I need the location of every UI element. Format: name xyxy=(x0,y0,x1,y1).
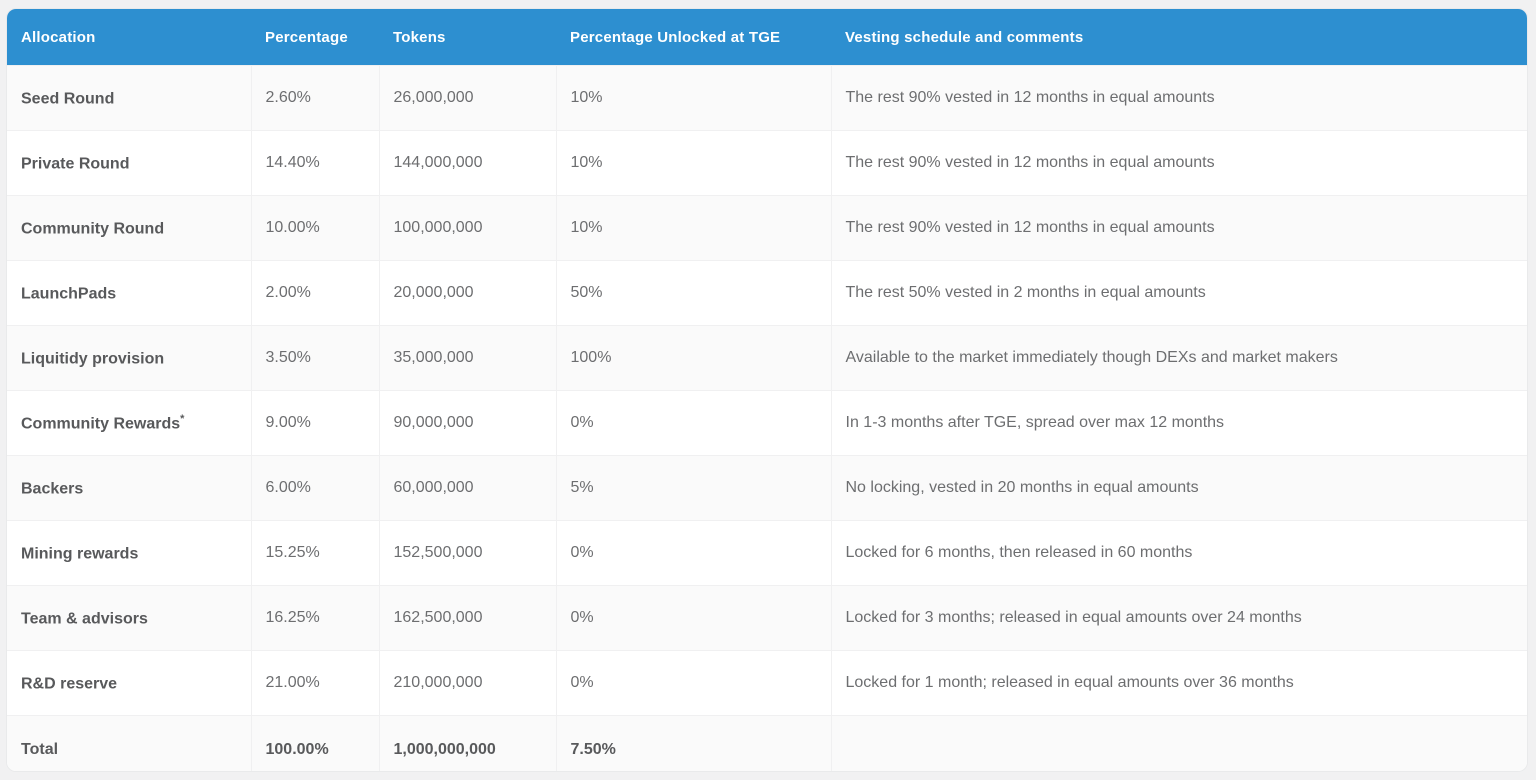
column-header-percentage: Percentage xyxy=(251,9,379,66)
cell-percentage: 14.40% xyxy=(251,131,379,196)
cell-unlocked-tge: 0% xyxy=(556,586,831,651)
cell-comment: Locked for 1 month; released in equal am… xyxy=(831,651,1527,716)
cell-unlocked-tge: 0% xyxy=(556,651,831,716)
cell-percentage: 15.25% xyxy=(251,521,379,586)
cell-tokens: 60,000,000 xyxy=(379,456,556,521)
cell-comment: The rest 90% vested in 12 months in equa… xyxy=(831,131,1527,196)
column-header-allocation: Allocation xyxy=(7,9,251,66)
cell-tokens: 26,000,000 xyxy=(379,66,556,131)
cell-allocation: Private Round xyxy=(7,131,251,196)
table-row: Mining rewards 15.25% 152,500,000 0% Loc… xyxy=(7,521,1527,586)
table-body: Seed Round 2.60% 26,000,000 10% The rest… xyxy=(7,66,1527,716)
cell-unlocked-tge: 100% xyxy=(556,326,831,391)
cell-percentage: 3.50% xyxy=(251,326,379,391)
table-row: LaunchPads 2.00% 20,000,000 50% The rest… xyxy=(7,261,1527,326)
table-row: Liquitidy provision 3.50% 35,000,000 100… xyxy=(7,326,1527,391)
table-row: R&D reserve 21.00% 210,000,000 0% Locked… xyxy=(7,651,1527,716)
cell-percentage: 16.25% xyxy=(251,586,379,651)
table-row: Seed Round 2.60% 26,000,000 10% The rest… xyxy=(7,66,1527,131)
cell-allocation: Team & advisors xyxy=(7,586,251,651)
cell-tokens: 100,000,000 xyxy=(379,196,556,261)
total-label: Total xyxy=(7,716,251,773)
total-tokens: 1,000,000,000 xyxy=(379,716,556,773)
total-row: Total 100.00% 1,000,000,000 7.50% xyxy=(7,716,1527,773)
tokenomics-table: Allocation Percentage Tokens Percentage … xyxy=(7,9,1527,772)
cell-tokens: 20,000,000 xyxy=(379,261,556,326)
cell-percentage: 2.60% xyxy=(251,66,379,131)
table-row: Private Round 14.40% 144,000,000 10% The… xyxy=(7,131,1527,196)
cell-comment: No locking, vested in 20 months in equal… xyxy=(831,456,1527,521)
table-header: Allocation Percentage Tokens Percentage … xyxy=(7,9,1527,66)
cell-allocation: LaunchPads xyxy=(7,261,251,326)
cell-percentage: 9.00% xyxy=(251,391,379,456)
cell-comment: The rest 90% vested in 12 months in equa… xyxy=(831,66,1527,131)
total-unlocked-tge: 7.50% xyxy=(556,716,831,773)
cell-comment: Locked for 6 months, then released in 60… xyxy=(831,521,1527,586)
cell-percentage: 21.00% xyxy=(251,651,379,716)
cell-percentage: 6.00% xyxy=(251,456,379,521)
table-row: Community Rewards* 9.00% 90,000,000 0% I… xyxy=(7,391,1527,456)
header-row: Allocation Percentage Tokens Percentage … xyxy=(7,9,1527,66)
cell-allocation: R&D reserve xyxy=(7,651,251,716)
cell-tokens: 152,500,000 xyxy=(379,521,556,586)
column-header-unlocked-tge: Percentage Unlocked at TGE xyxy=(556,9,831,66)
cell-unlocked-tge: 10% xyxy=(556,196,831,261)
cell-allocation: Mining rewards xyxy=(7,521,251,586)
cell-allocation: Backers xyxy=(7,456,251,521)
cell-unlocked-tge: 50% xyxy=(556,261,831,326)
column-header-vesting: Vesting schedule and comments xyxy=(831,9,1527,66)
cell-unlocked-tge: 0% xyxy=(556,391,831,456)
table-row: Team & advisors 16.25% 162,500,000 0% Lo… xyxy=(7,586,1527,651)
cell-comment: Available to the market immediately thou… xyxy=(831,326,1527,391)
column-header-tokens: Tokens xyxy=(379,9,556,66)
cell-unlocked-tge: 10% xyxy=(556,131,831,196)
total-comment xyxy=(831,716,1527,773)
cell-comment: In 1-3 months after TGE, spread over max… xyxy=(831,391,1527,456)
asterisk-marker: * xyxy=(180,413,184,425)
cell-allocation: Liquitidy provision xyxy=(7,326,251,391)
cell-comment: Locked for 3 months; released in equal a… xyxy=(831,586,1527,651)
cell-tokens: 162,500,000 xyxy=(379,586,556,651)
cell-unlocked-tge: 10% xyxy=(556,66,831,131)
table-row: Community Round 10.00% 100,000,000 10% T… xyxy=(7,196,1527,261)
cell-allocation: Community Rewards* xyxy=(7,391,251,456)
cell-allocation: Community Round xyxy=(7,196,251,261)
cell-percentage: 10.00% xyxy=(251,196,379,261)
table-row: Backers 6.00% 60,000,000 5% No locking, … xyxy=(7,456,1527,521)
cell-tokens: 210,000,000 xyxy=(379,651,556,716)
tokenomics-card: Allocation Percentage Tokens Percentage … xyxy=(6,8,1528,772)
cell-comment: The rest 90% vested in 12 months in equa… xyxy=(831,196,1527,261)
cell-unlocked-tge: 0% xyxy=(556,521,831,586)
cell-tokens: 90,000,000 xyxy=(379,391,556,456)
cell-tokens: 35,000,000 xyxy=(379,326,556,391)
cell-tokens: 144,000,000 xyxy=(379,131,556,196)
table-footer: Total 100.00% 1,000,000,000 7.50% xyxy=(7,716,1527,773)
cell-comment: The rest 50% vested in 2 months in equal… xyxy=(831,261,1527,326)
cell-allocation: Seed Round xyxy=(7,66,251,131)
cell-percentage: 2.00% xyxy=(251,261,379,326)
cell-unlocked-tge: 5% xyxy=(556,456,831,521)
total-percentage: 100.00% xyxy=(251,716,379,773)
